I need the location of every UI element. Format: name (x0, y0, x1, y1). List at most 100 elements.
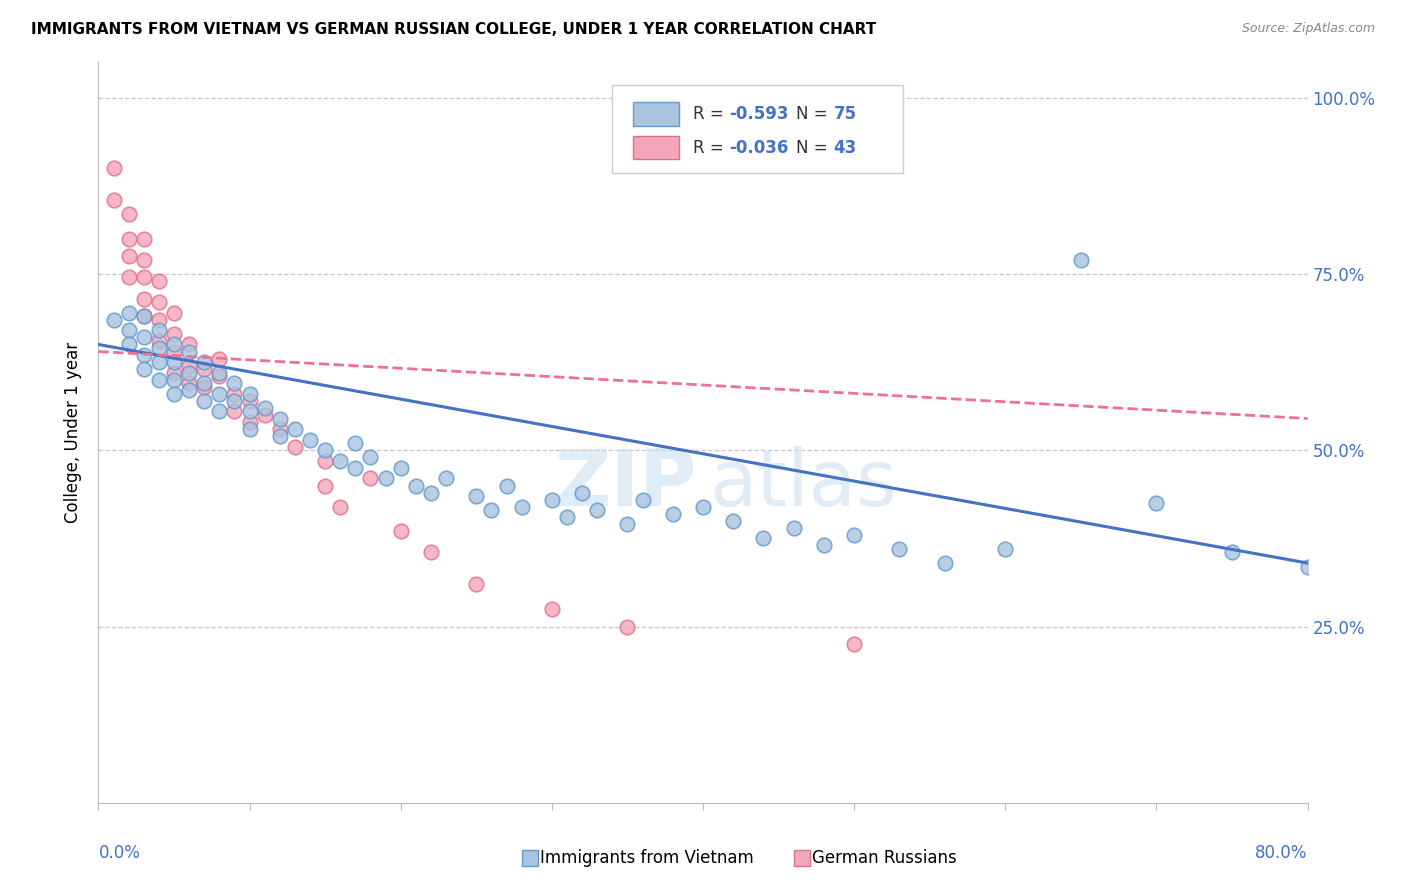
Point (132, 362, 155, 376)
Y-axis label: College, Under 1 year: College, Under 1 year (65, 342, 83, 524)
Point (132, 270, 155, 285)
Point (389, 524, 412, 539)
FancyBboxPatch shape (522, 850, 537, 866)
Point (118, 337, 141, 351)
Point (239, 393, 262, 408)
Point (118, 270, 141, 285)
Point (813, 538, 835, 552)
Point (555, 510, 578, 524)
Text: R =: R = (693, 138, 730, 157)
Point (132, 310, 155, 324)
Point (224, 393, 246, 408)
Text: atlas: atlas (709, 446, 897, 523)
Point (994, 541, 1017, 556)
Point (284, 440, 307, 454)
Point (118, 249, 141, 263)
Point (571, 485, 593, 500)
Text: Immigrants from Vietnam: Immigrants from Vietnam (540, 849, 754, 867)
Point (692, 500, 714, 514)
Text: IMMIGRANTS FROM VIETNAM VS GERMAN RUSSIAN COLLEGE, UNDER 1 YEAR CORRELATION CHAR: IMMIGRANTS FROM VIETNAM VS GERMAN RUSSIA… (31, 22, 876, 37)
Point (148, 355, 170, 369)
Point (540, 602, 562, 616)
Point (193, 393, 215, 408)
Point (360, 471, 382, 485)
Point (344, 461, 367, 475)
Point (495, 478, 517, 492)
Point (132, 252, 155, 267)
Point (193, 376, 215, 391)
Text: 75: 75 (834, 105, 856, 123)
Point (723, 514, 745, 528)
Point (163, 373, 186, 387)
Point (389, 461, 412, 475)
Point (329, 500, 352, 514)
Point (374, 471, 396, 485)
Point (132, 232, 155, 246)
Point (239, 404, 262, 418)
Point (179, 376, 201, 391)
Point (239, 422, 262, 436)
Text: N =: N = (796, 105, 832, 123)
Point (314, 454, 336, 468)
Text: 0.0%: 0.0% (98, 844, 141, 862)
Point (783, 521, 806, 535)
Point (208, 404, 231, 418)
Point (163, 387, 186, 401)
Point (239, 387, 262, 401)
Text: 80.0%: 80.0% (1256, 844, 1308, 862)
Point (179, 384, 201, 398)
Point (208, 387, 231, 401)
Point (163, 306, 186, 320)
Point (148, 334, 170, 348)
Point (360, 450, 382, 465)
Point (208, 351, 231, 366)
Point (148, 274, 170, 288)
Point (661, 507, 683, 521)
FancyBboxPatch shape (793, 850, 810, 866)
Point (193, 355, 215, 369)
Point (1070, 252, 1092, 267)
Point (586, 503, 609, 517)
FancyBboxPatch shape (613, 85, 903, 173)
Point (224, 376, 246, 391)
Point (420, 545, 443, 559)
Text: ZIP: ZIP (555, 446, 697, 523)
Point (481, 503, 503, 517)
Point (103, 193, 125, 207)
Point (103, 313, 125, 327)
Point (420, 485, 443, 500)
Point (269, 429, 291, 443)
Point (224, 387, 246, 401)
Point (148, 313, 170, 327)
Point (405, 478, 427, 492)
Point (208, 366, 231, 380)
Point (163, 326, 186, 341)
Point (132, 330, 155, 344)
Point (179, 337, 201, 351)
Point (132, 292, 155, 306)
Point (616, 619, 638, 633)
Point (132, 310, 155, 324)
Point (148, 323, 170, 337)
Point (1296, 559, 1319, 574)
Point (540, 492, 562, 507)
Point (1146, 496, 1168, 510)
Point (103, 161, 125, 176)
Point (118, 207, 141, 221)
Point (510, 500, 533, 514)
Point (193, 362, 215, 376)
Point (434, 471, 457, 485)
Point (934, 556, 956, 570)
Point (163, 355, 186, 369)
Point (253, 408, 276, 422)
Point (844, 528, 866, 542)
Text: R =: R = (693, 105, 730, 123)
Point (179, 359, 201, 373)
Text: Source: ZipAtlas.com: Source: ZipAtlas.com (1241, 22, 1375, 36)
Text: -0.593: -0.593 (730, 105, 789, 123)
Point (148, 295, 170, 310)
Point (132, 348, 155, 362)
Point (163, 337, 186, 351)
Point (465, 489, 488, 503)
Point (118, 306, 141, 320)
